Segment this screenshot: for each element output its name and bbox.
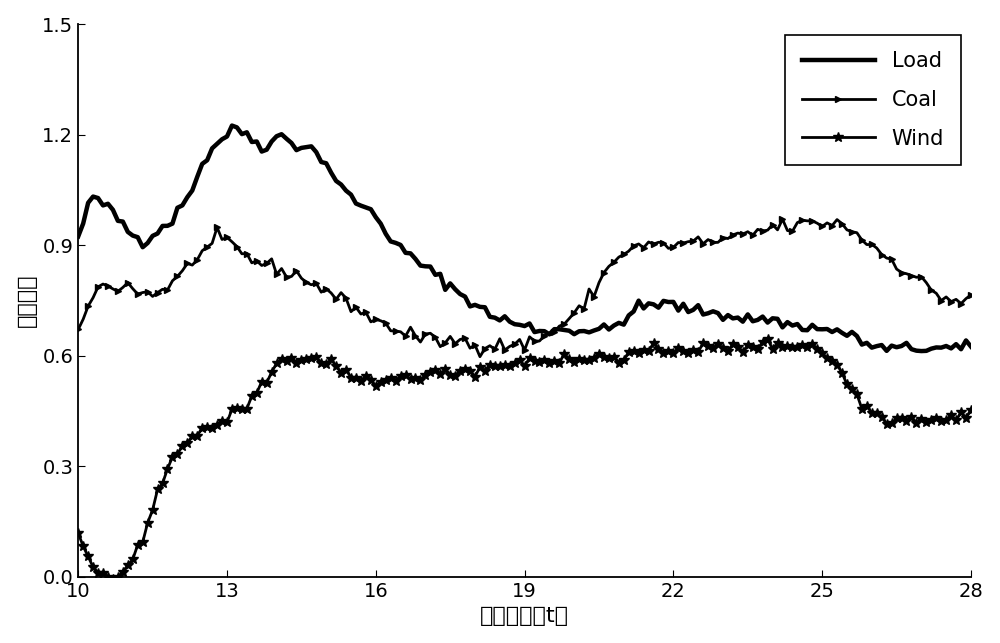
Coal [320, 285, 332, 293]
Wind [107, 575, 119, 583]
Line: Wind: Wind [73, 334, 976, 584]
Load [816, 325, 828, 333]
Wind [504, 363, 516, 370]
Wind [152, 485, 164, 493]
Coal [776, 215, 788, 223]
Y-axis label: 互信息値: 互信息値 [17, 274, 37, 327]
Coal [965, 291, 977, 299]
Wind [72, 529, 84, 537]
Coal [206, 239, 218, 247]
Coal [147, 293, 159, 300]
Wind [762, 335, 774, 343]
X-axis label: 迟延时间（t）: 迟延时间（t） [480, 606, 569, 626]
Load [915, 347, 927, 355]
Coal [72, 325, 84, 333]
Coal [509, 340, 521, 348]
Wind [965, 406, 977, 413]
Legend: Load, Coal, Wind: Load, Coal, Wind [785, 35, 961, 165]
Coal [504, 343, 516, 350]
Wind [821, 355, 833, 363]
Line: Coal: Coal [75, 215, 974, 360]
Load [509, 320, 521, 328]
Load [147, 232, 159, 240]
Load [325, 169, 337, 177]
Load [504, 318, 516, 325]
Wind [509, 359, 521, 367]
Load [72, 233, 84, 240]
Coal [821, 219, 833, 227]
Load [226, 122, 238, 129]
Line: Load: Load [78, 125, 971, 351]
Wind [325, 356, 337, 363]
Wind [211, 421, 223, 429]
Load [206, 145, 218, 152]
Coal [474, 353, 486, 361]
Load [965, 343, 977, 350]
